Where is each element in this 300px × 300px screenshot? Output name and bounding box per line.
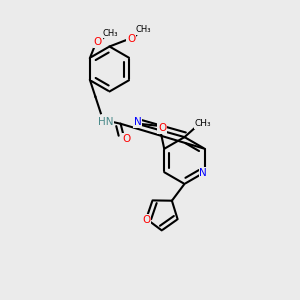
- Text: CH₃: CH₃: [194, 119, 211, 128]
- Text: O: O: [127, 34, 135, 44]
- Text: O: O: [122, 134, 131, 144]
- Text: N: N: [134, 117, 142, 127]
- Text: CH₃: CH₃: [103, 28, 118, 38]
- Text: O: O: [94, 37, 102, 47]
- Text: CH₃: CH₃: [136, 26, 152, 34]
- Text: HN: HN: [98, 117, 113, 127]
- Text: N: N: [200, 168, 207, 178]
- Text: O: O: [142, 215, 150, 225]
- Text: O: O: [158, 123, 166, 133]
